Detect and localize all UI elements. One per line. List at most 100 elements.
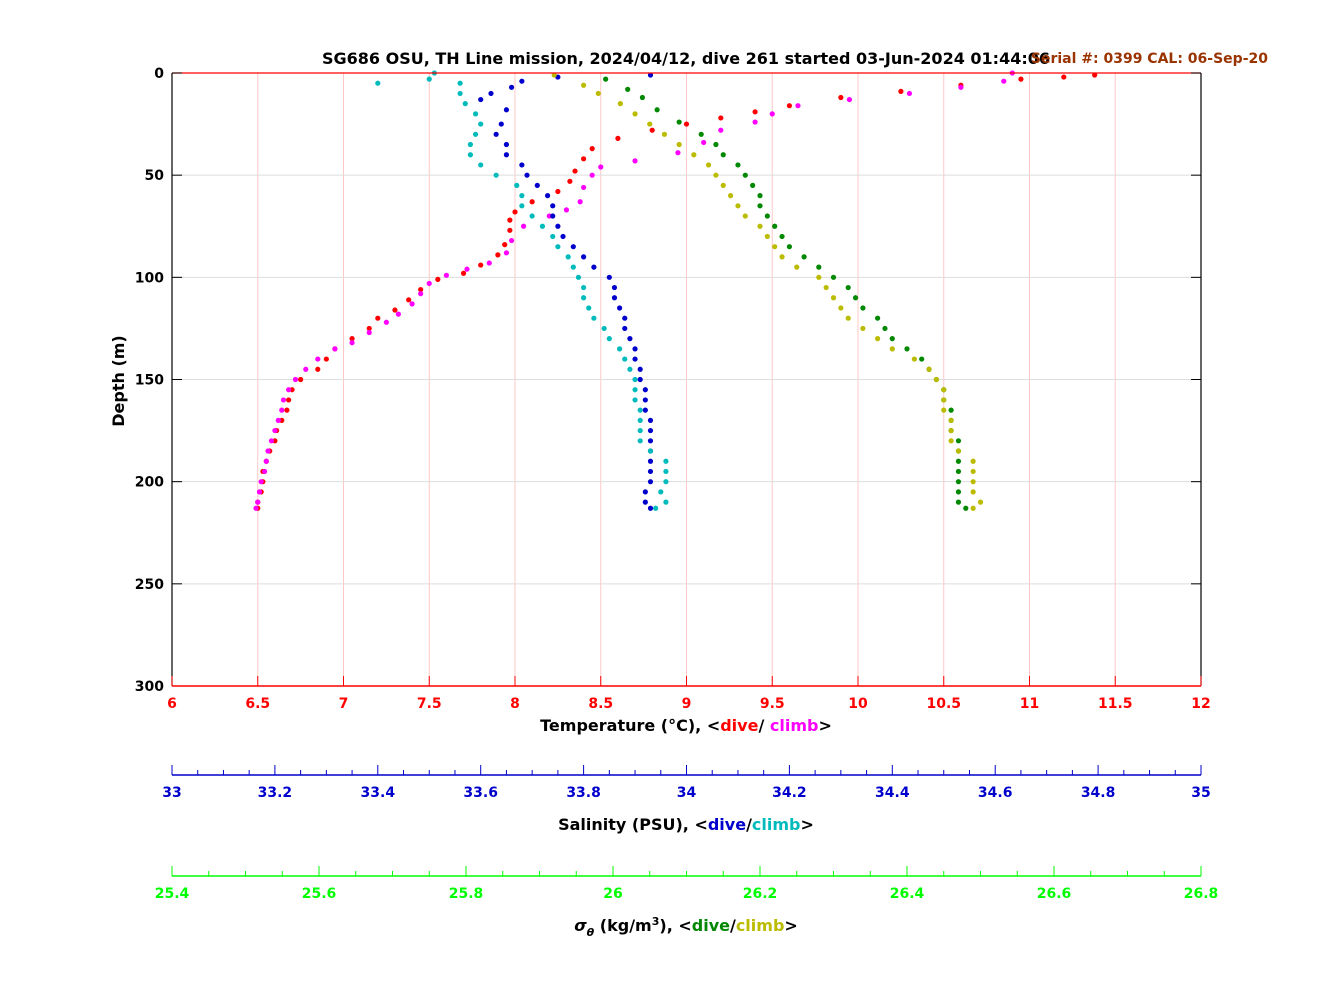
data-point [464, 267, 469, 272]
data-point [643, 397, 648, 402]
data-point [632, 377, 637, 382]
data-point [956, 469, 961, 474]
data-point [502, 242, 507, 247]
data-point [550, 234, 555, 239]
data-point [956, 500, 961, 505]
salinity-tick-label: 33.2 [258, 785, 293, 801]
data-point [564, 207, 569, 212]
data-point [765, 234, 770, 239]
data-point [264, 459, 269, 464]
data-point [473, 111, 478, 116]
data-point [640, 95, 645, 100]
data-point [941, 408, 946, 413]
data-point [607, 275, 612, 280]
data-point [735, 203, 740, 208]
data-point [1061, 74, 1066, 79]
data-point [622, 316, 627, 321]
data-point [721, 152, 726, 157]
temperature-tick-label: 7 [339, 696, 349, 712]
temperature-tick-label: 10.5 [926, 696, 961, 712]
data-point [535, 183, 540, 188]
data-point [956, 489, 961, 494]
data-point [257, 489, 262, 494]
temperature-tick-label: 6 [167, 696, 177, 712]
data-point [648, 438, 653, 443]
data-point [571, 265, 576, 270]
salinity-axis-label: Salinity (PSU), <dive/climb> [558, 815, 814, 834]
data-point [875, 336, 880, 341]
data-point [581, 295, 586, 300]
data-point [622, 326, 627, 331]
y-axis-label: Depth (m) [109, 335, 128, 427]
data-point [581, 83, 586, 88]
data-point [653, 506, 658, 511]
data-point [648, 459, 653, 464]
salinity-tick-label: 33.8 [566, 785, 601, 801]
salinity-tick-label: 34 [677, 785, 697, 801]
data-point [269, 438, 274, 443]
temperature-tick-label: 6.5 [245, 696, 270, 712]
temperature-tick-label: 9.5 [760, 696, 785, 712]
salinity-tick-label: 34.2 [772, 785, 807, 801]
data-point [253, 506, 258, 511]
data-point [691, 152, 696, 157]
sigma-axis-label: σθ (kg/m3), <dive/climb> [574, 915, 798, 939]
data-point [576, 275, 581, 280]
data-point [816, 265, 821, 270]
data-point [718, 128, 723, 133]
data-point [519, 193, 524, 198]
data-point [349, 340, 354, 345]
data-point [795, 103, 800, 108]
chart-subtitle: Serial #: 0399 CAL: 06-Sep-20 [1031, 51, 1268, 67]
data-point [853, 295, 858, 300]
y-tick-label: 0 [154, 66, 164, 82]
data-point [757, 193, 762, 198]
data-point [550, 213, 555, 218]
data-point [643, 500, 648, 505]
data-point [632, 356, 637, 361]
data-point [638, 428, 643, 433]
data-point [410, 301, 415, 306]
data-point [860, 305, 865, 310]
data-point [787, 244, 792, 249]
data-point [838, 305, 843, 310]
data-point [677, 142, 682, 147]
data-point [286, 397, 291, 402]
data-point [831, 275, 836, 280]
data-point [949, 418, 954, 423]
data-point [770, 111, 775, 116]
data-point [478, 121, 483, 126]
salinity-tick-label: 34.4 [875, 785, 910, 801]
data-point [721, 183, 726, 188]
salinity-tick-label: 33 [162, 785, 181, 801]
data-point [581, 254, 586, 259]
data-point [315, 356, 320, 361]
data-point [949, 408, 954, 413]
data-point [555, 244, 560, 249]
data-point [324, 356, 329, 361]
chart: SG686 OSU, TH Line mission, 2024/04/12, … [0, 0, 1328, 996]
data-point [838, 95, 843, 100]
data-point [779, 234, 784, 239]
data-point [303, 367, 308, 372]
data-point [284, 408, 289, 413]
data-point [279, 408, 284, 413]
data-point [332, 346, 337, 351]
temperature-tick-label: 10 [848, 696, 868, 712]
data-point [435, 277, 440, 282]
data-point [956, 479, 961, 484]
data-point [956, 459, 961, 464]
data-point [971, 506, 976, 511]
data-point [846, 285, 851, 290]
data-point [468, 142, 473, 147]
data-point [949, 428, 954, 433]
data-point [315, 367, 320, 372]
data-point [971, 489, 976, 494]
data-point [824, 285, 829, 290]
data-point [648, 506, 653, 511]
data-point [555, 224, 560, 229]
sigma-tick-label: 26 [603, 886, 622, 902]
data-point [743, 213, 748, 218]
data-point [713, 173, 718, 178]
